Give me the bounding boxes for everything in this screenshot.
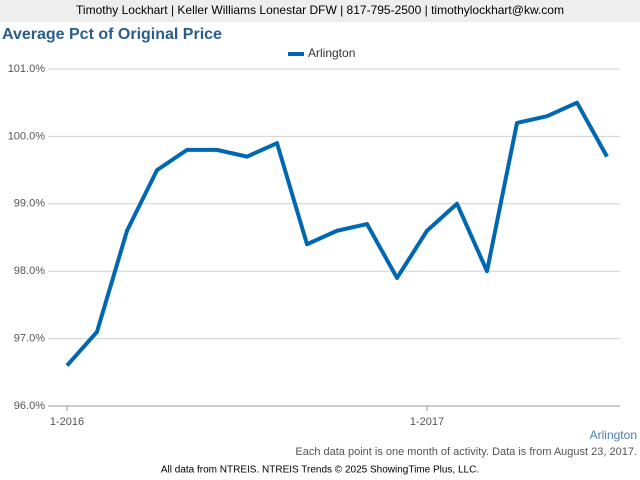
note: Each data point is one month of activity… [295,446,637,458]
y-tick-label: 96.0% [14,400,45,412]
footer-text: All data from NTREIS. NTREIS Trends © 20… [161,465,479,476]
x-tick-label: 1-2016 [50,416,84,428]
y-tick-label: 100.0% [8,130,46,142]
header-text: Timothy Lockhart | Keller Williams Lones… [76,3,564,17]
series-line [65,100,609,367]
header-bar [0,0,640,22]
x-tick-label: 1-2017 [410,416,444,428]
area-label: Arlington [590,428,637,442]
y-tick-label: 99.0% [14,198,45,210]
y-tick-label: 97.0% [14,333,45,345]
legend-label: Arlington [308,46,355,60]
chart-title: Average Pct of Original Price [2,26,222,43]
y-tick-label: 98.0% [14,265,45,277]
y-tick-label: 101.0% [8,63,46,75]
